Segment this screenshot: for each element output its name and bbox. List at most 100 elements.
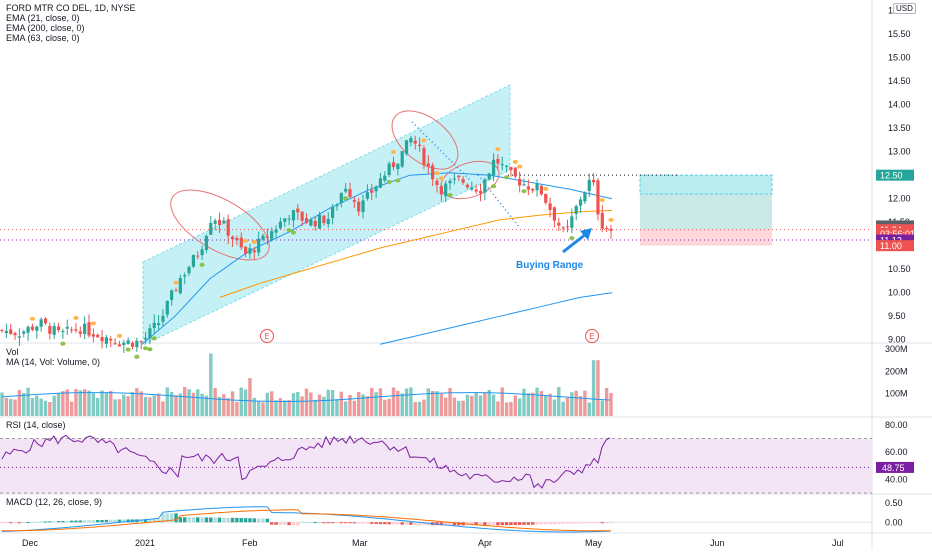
macd-hist-bar [143,519,148,523]
candle-body [143,337,148,340]
candle-body [561,227,565,229]
buying-range-label: Buying Range [516,260,584,271]
volume-bar [357,392,361,416]
candle-body [39,319,43,327]
macd-hist-bar [317,522,322,524]
volume-bar [304,388,309,416]
macd-hist-bar [574,522,578,524]
candle-body [535,183,539,191]
macd-hist-bar [444,522,448,526]
candle-body [139,341,143,343]
macd-hist-bar [587,522,591,524]
macd-hist-bar [217,517,222,523]
volume-bar [252,397,256,416]
ema63-legend[interactable]: EMA (63, close, 0) [6,33,80,43]
volume-bar [287,400,291,416]
macd-hist-bar [291,522,296,526]
price-badge-bg [876,227,914,239]
volume-bar [0,392,4,416]
candle-body [518,178,522,186]
ema200-legend[interactable]: EMA (200, close, 0) [6,23,85,33]
volume-bar [565,397,570,416]
candle-body [170,290,174,301]
ema21-legend[interactable]: EMA (21, close, 0) [6,13,80,23]
macd-pane-title[interactable]: MACD (12, 26, close, 9) [6,497,103,507]
candle-body [61,331,65,333]
volume-bar [483,392,487,416]
volume-bar [122,394,126,416]
macd-hist-bar [391,522,396,525]
pattern-dot [29,316,36,321]
candle-body [335,205,339,207]
macd-hist-bar [339,522,343,524]
volume-ma-title[interactable]: MA (14, Vol: Volume, 0) [6,357,101,367]
candle-body [43,318,48,324]
macd-hist-bar [87,520,91,523]
candle-body [204,236,209,250]
macd-hist-bar [274,522,278,525]
volume-bar [56,393,61,416]
volume-bar [300,396,304,416]
candle-body [117,344,122,347]
price-badge-11.00: 11.00 [880,241,902,251]
macd-hist-bar [239,518,243,523]
volume-bar [213,388,217,416]
volume-bar [600,400,604,416]
volume-bar [461,400,465,416]
volume-bar [370,388,374,416]
volume-bar [561,401,565,416]
currency-badge[interactable]: USD [893,3,916,14]
macd-hist-bar [156,519,161,523]
macd-hist-bar [74,520,78,523]
pattern-dot [173,280,179,285]
macd-hist-bar [287,522,291,526]
price-tick-13.50: 13.50 [888,123,911,133]
candle-body [261,235,265,240]
candle-body [361,200,365,212]
pattern-dot [495,147,501,152]
candle-body [348,189,352,198]
macd-hist-bar [17,522,22,524]
candle-body [191,255,195,267]
price-tick-9.50: 9.50 [888,311,906,321]
time-tick-Mar: Mar [352,538,368,548]
volume-bar [13,399,17,416]
volume-bar [256,401,261,416]
candle-body [148,328,152,339]
macd-hist-bar [343,522,348,524]
macd-hist-bar [396,522,400,525]
candle-body [304,218,309,223]
symbol-title[interactable]: FORD MTR CO DEL, 1D, NYSE [6,3,136,13]
macd-hist-bar [478,522,483,526]
volume-bar [544,395,548,416]
macd-hist-bar [504,522,509,526]
candle-body [230,236,235,240]
volume-bar [74,389,78,416]
macd-hist-bar [609,522,613,524]
macd-hist-bar [109,519,113,523]
candle-body [574,206,578,214]
macd-hist-bar [265,518,270,523]
volume-bar [209,353,213,416]
candle-body [352,199,356,202]
macd-hist-bar [539,522,544,525]
rsi-pane-title[interactable]: RSI (14, close) [6,420,66,430]
volume-bar [9,399,13,416]
volume-pane-title[interactable]: Vol [6,347,19,357]
candle-body [287,218,291,220]
volume-bar [117,399,122,416]
rsi-tick-40.00: 40.00 [885,474,908,484]
volume-bar [61,391,65,416]
macd-hist-bar [165,513,169,523]
volume-bar [87,390,91,416]
macd-hist-bar [52,521,56,523]
macd-hist-bar [270,522,274,525]
stop-zone [640,229,772,246]
candle-body [226,219,230,236]
macd-hist-bar [148,519,152,523]
candle-body [400,151,404,167]
volume-bar [152,395,156,416]
pattern-dot [395,178,401,183]
